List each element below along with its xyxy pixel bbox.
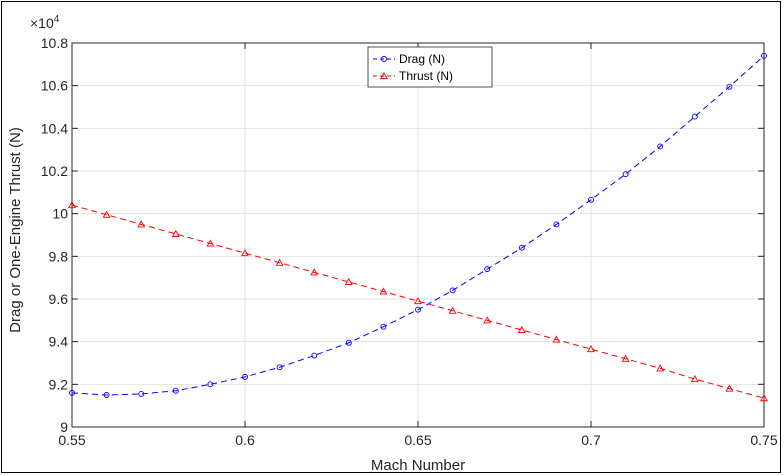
data-point	[345, 339, 352, 346]
data-point	[726, 83, 733, 90]
data-point	[448, 306, 457, 314]
data-point	[656, 364, 665, 372]
data-point	[242, 373, 248, 380]
series-drag	[69, 52, 767, 398]
data-point	[69, 389, 75, 396]
y-axis-ticks: 9 9.2 9.4 9.6 9.8 10 10.2 10.4 10.6 10.8	[41, 35, 764, 435]
data-point	[760, 394, 768, 402]
data-point	[310, 268, 319, 276]
data-point	[102, 210, 111, 218]
legend-label: Drag (N)	[399, 52, 445, 66]
data-point	[103, 392, 110, 398]
legend: Drag (N) Thrust (N)	[367, 46, 493, 88]
data-point	[241, 249, 249, 257]
y-tick-label: 10.4	[41, 120, 68, 136]
data-point	[553, 221, 560, 228]
data-point	[690, 374, 699, 383]
data-point	[344, 277, 353, 285]
data-point	[414, 297, 422, 305]
data-point	[484, 266, 491, 273]
data-point	[483, 316, 492, 324]
x-tick-label: 0.55	[58, 432, 85, 448]
data-point	[172, 387, 179, 394]
data-point	[137, 220, 146, 228]
legend-marker	[381, 56, 387, 62]
y-tick-label: 10.8	[41, 35, 68, 51]
y-tick-label: 10.6	[41, 78, 68, 94]
data-point	[552, 335, 561, 343]
series-thrust	[68, 201, 768, 402]
data-point	[622, 171, 629, 178]
legend-marker	[380, 71, 388, 80]
y-tick-label: 9.8	[49, 248, 69, 264]
x-tick-label: 0.65	[404, 432, 431, 448]
data-point	[518, 244, 525, 251]
y-tick-label: 9	[60, 419, 68, 435]
data-point	[380, 323, 387, 330]
legend-label: Thrust (N)	[399, 69, 453, 83]
data-point	[206, 239, 215, 247]
grid-lines	[71, 42, 765, 428]
data-point	[171, 229, 180, 237]
data-point	[691, 113, 698, 120]
data-point	[449, 287, 456, 294]
data-point	[276, 364, 283, 371]
x-axis-ticks: 0.55 0.6 0.65 0.7 0.75	[58, 43, 778, 448]
x-axis-label: Mach Number	[371, 457, 465, 474]
y-tick-label: 9.4	[49, 334, 69, 350]
data-point	[588, 196, 594, 203]
data-point	[517, 325, 526, 333]
data-series	[68, 52, 768, 402]
data-point	[275, 258, 284, 266]
x-tick-label: 0.7	[581, 432, 601, 448]
data-point	[725, 384, 734, 392]
x-tick-label: 0.75	[750, 432, 777, 448]
data-point	[415, 306, 421, 313]
y-tick-label: 9.6	[49, 291, 69, 307]
y-tick-label: 10.2	[41, 163, 68, 179]
data-point	[68, 201, 76, 209]
data-point	[311, 352, 318, 359]
data-point	[587, 345, 595, 353]
data-point	[138, 390, 145, 397]
data-point	[207, 381, 214, 388]
x-tick-label: 0.6	[235, 432, 255, 448]
data-point	[761, 52, 767, 59]
y-tick-label: 9.2	[49, 376, 69, 392]
y-tick-label: 10	[52, 206, 68, 222]
series-line	[71, 55, 765, 396]
y-axis-label: Drag or One-Engine Thrust (N)	[7, 127, 24, 333]
data-point	[379, 287, 388, 295]
legend-box	[367, 46, 493, 88]
y-exponent-label: ×104	[30, 14, 60, 31]
data-point	[657, 143, 664, 150]
data-point	[621, 354, 630, 362]
